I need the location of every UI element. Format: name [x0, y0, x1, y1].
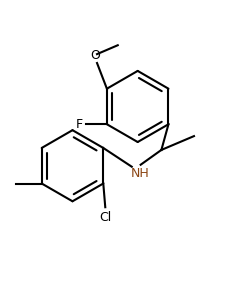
Text: NH: NH — [130, 167, 149, 180]
Text: Cl: Cl — [99, 211, 111, 224]
Text: F: F — [76, 118, 83, 131]
Text: O: O — [90, 49, 100, 62]
